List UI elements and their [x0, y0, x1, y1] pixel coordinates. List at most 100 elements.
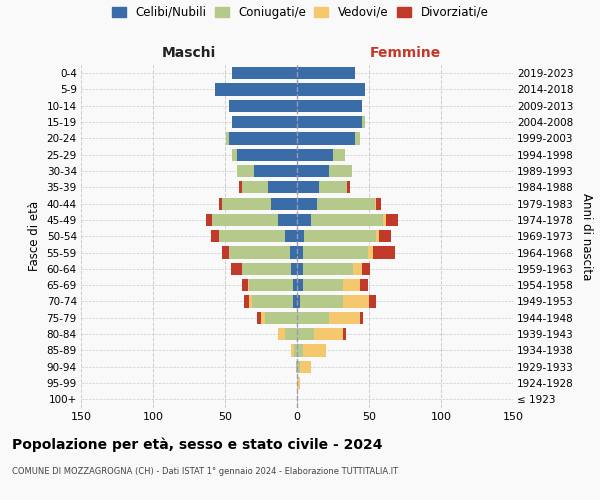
Text: Maschi: Maschi [162, 46, 216, 60]
Bar [226, 132, 229, 144]
Bar [231, 263, 242, 275]
Bar [343, 279, 361, 291]
Text: COMUNE DI MOZZAGROGNA (CH) - Dati ISTAT 1° gennaio 2024 - Elaborazione TUTTITALI: COMUNE DI MOZZAGROGNA (CH) - Dati ISTAT … [12, 468, 398, 476]
Legend: Celibi/Nubili, Coniugati/e, Vedovi/e, Divorziati/e: Celibi/Nubili, Coniugati/e, Vedovi/e, Di… [112, 6, 488, 19]
Bar [250, 296, 253, 308]
Bar [219, 230, 286, 242]
Bar [291, 344, 294, 356]
Bar [268, 181, 297, 194]
Bar [229, 132, 297, 144]
Bar [297, 360, 300, 373]
Bar [311, 214, 383, 226]
Bar [271, 198, 297, 209]
Bar [248, 279, 250, 291]
Bar [242, 279, 248, 291]
Bar [236, 165, 254, 177]
Bar [297, 246, 303, 258]
Bar [317, 198, 375, 209]
Bar [297, 230, 304, 242]
Bar [303, 246, 368, 258]
Y-axis label: Anni di nascita: Anni di nascita [580, 192, 593, 280]
Bar [253, 296, 293, 308]
Bar [297, 132, 355, 144]
Bar [386, 214, 398, 226]
Bar [222, 198, 271, 209]
Bar [297, 312, 329, 324]
Bar [297, 328, 314, 340]
Text: Popolazione per età, sesso e stato civile - 2024: Popolazione per età, sesso e stato civil… [12, 438, 383, 452]
Bar [286, 328, 297, 340]
Bar [242, 181, 268, 194]
Bar [297, 116, 362, 128]
Bar [222, 246, 229, 258]
Bar [319, 181, 347, 194]
Bar [304, 230, 376, 242]
Bar [297, 181, 319, 194]
Bar [232, 116, 297, 128]
Bar [297, 84, 365, 96]
Bar [297, 377, 300, 389]
Bar [211, 230, 219, 242]
Bar [361, 312, 363, 324]
Bar [297, 393, 298, 406]
Bar [362, 116, 365, 128]
Bar [261, 312, 265, 324]
Bar [343, 328, 346, 340]
Bar [347, 181, 350, 194]
Bar [278, 328, 286, 340]
Bar [375, 198, 376, 209]
Bar [369, 296, 376, 308]
Bar [296, 360, 297, 373]
Bar [244, 296, 250, 308]
Bar [206, 214, 212, 226]
Bar [376, 198, 380, 209]
Bar [297, 67, 355, 80]
Bar [303, 263, 353, 275]
Bar [229, 100, 297, 112]
Bar [303, 344, 326, 356]
Bar [300, 360, 311, 373]
Bar [376, 230, 379, 242]
Bar [229, 246, 290, 258]
Bar [286, 230, 297, 242]
Bar [297, 344, 303, 356]
Text: Femmine: Femmine [370, 46, 440, 60]
Bar [329, 165, 352, 177]
Bar [232, 67, 297, 80]
Bar [297, 263, 303, 275]
Bar [333, 148, 344, 161]
Bar [215, 84, 297, 96]
Bar [343, 296, 369, 308]
Y-axis label: Fasce di età: Fasce di età [28, 201, 41, 272]
Bar [232, 148, 236, 161]
Bar [353, 263, 362, 275]
Bar [254, 165, 297, 177]
Bar [250, 279, 293, 291]
Bar [297, 100, 362, 112]
Bar [300, 296, 343, 308]
Bar [219, 198, 222, 209]
Bar [383, 214, 386, 226]
Bar [297, 279, 303, 291]
Bar [294, 344, 297, 356]
Bar [379, 230, 391, 242]
Bar [373, 246, 395, 258]
Bar [297, 198, 317, 209]
Bar [290, 246, 297, 258]
Bar [257, 312, 261, 324]
Bar [293, 296, 297, 308]
Bar [297, 148, 333, 161]
Bar [242, 263, 291, 275]
Bar [265, 312, 297, 324]
Bar [212, 214, 278, 226]
Bar [293, 279, 297, 291]
Bar [355, 132, 361, 144]
Bar [239, 181, 242, 194]
Bar [291, 263, 297, 275]
Bar [297, 296, 300, 308]
Bar [361, 279, 368, 291]
Bar [278, 214, 297, 226]
Bar [329, 312, 361, 324]
Bar [303, 279, 343, 291]
Bar [297, 165, 329, 177]
